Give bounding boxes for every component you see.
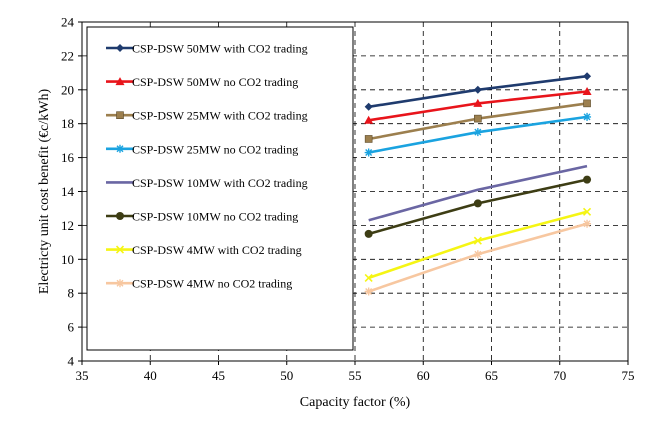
star-marker-stroke [473,128,482,137]
legend-label: CSP-DSW 4MW no CO2 trading [132,277,292,291]
legend-label: CSP-DSW 10MW no CO2 trading [132,210,298,224]
data-point [473,236,482,245]
legend-entry: CSP-DSW 4MW no CO2 trading [106,277,292,291]
series-layer [364,72,592,296]
y-tick-label: 20 [61,82,74,97]
data-point [473,85,482,94]
legend-swatch-marker [116,44,124,52]
series-3 [364,99,591,143]
y-tick-label: 4 [68,354,75,369]
axes: 35 40 45 50 55 60 65 70 75 4 6 8 10 12 14 16 18 20 22 24 [61,15,635,384]
data-point [473,128,482,137]
legend-label: CSP-DSW 10MW with CO2 trading [132,176,308,190]
legend-label: CSP-DSW 25MW no CO2 trading [132,142,298,156]
legend: CSP-DSW 50MW with CO2 trading CSP-DSW 50M… [86,26,354,351]
star-marker-stroke [473,250,482,259]
y-tick-label: 6 [68,320,75,335]
series-1 [364,72,592,111]
series-4 [364,112,592,157]
series-line [368,164,588,222]
legend-swatch-marker [116,111,124,119]
data-point [582,86,592,95]
legend-label: CSP-DSW 25MW with CO2 trading [132,109,308,123]
legend-entry: CSP-DSW 50MW no CO2 trading [106,75,298,89]
data-point [364,229,373,238]
x-tick-label: 35 [76,368,89,383]
y-tick-label: 18 [61,116,74,131]
series-6 [364,175,592,238]
legend-entry: CSP-DSW 25MW with CO2 trading [106,109,308,123]
legend-swatch-marker [116,212,124,220]
data-point [364,273,373,283]
legend-swatch-marker [115,245,125,254]
y-tick-label: 16 [61,150,75,165]
legend-swatch-marker [115,77,125,86]
series-5 [368,164,588,222]
y-tick-label: 8 [68,286,75,301]
legend-swatch-marker [116,279,124,288]
legend-entry: CSP-DSW 10MW no CO2 trading [106,210,298,224]
series-8 [364,219,592,296]
data-point [583,72,592,81]
x-tick-label: 55 [349,368,362,383]
legend-label: CSP-DSW 4MW with CO2 trading [132,243,302,257]
data-point [583,99,591,108]
data-point [364,148,373,157]
data-point [583,112,592,121]
star-marker-stroke [116,279,124,288]
legend-label: CSP-DSW 50MW with CO2 trading [132,42,308,56]
data-point [582,207,592,216]
star-marker-stroke [583,112,592,121]
x-tick-label: 40 [144,368,157,383]
legend-entry: CSP-DSW 10MW with CO2 trading [106,176,308,190]
x-axis-label: Capacity factor (%) [300,395,411,410]
x-tick-label: 75 [622,368,635,383]
y-tick-label: 22 [61,48,74,63]
x-tick-label: 45 [212,368,225,383]
x-tick-label: 60 [417,368,430,383]
star-marker-stroke [364,148,373,157]
data-point [364,115,374,124]
series-2 [364,86,592,124]
x-tick-label: 65 [485,368,498,383]
star-marker-stroke [116,144,124,153]
legend-swatch-marker [116,144,124,153]
series-line [368,210,588,280]
data-point [474,114,482,123]
data-point [364,135,373,143]
legend-entry: CSP-DSW 4MW with CO2 trading [106,243,302,257]
data-point [364,102,373,111]
y-tick-label: 14 [61,184,75,199]
data-point [473,250,482,259]
star-marker-stroke [364,287,373,296]
y-tick-label: 10 [61,252,74,267]
y-axis-label: Electricty unit cost benefit (€c/kWh) [37,89,52,295]
x-tick-label: 70 [553,368,566,383]
y-tick-label: 12 [61,218,74,233]
legend-entry: CSP-DSW 25MW no CO2 trading [106,142,298,156]
legend-label: CSP-DSW 50MW no CO2 trading [132,75,298,89]
data-point [583,219,592,228]
data-point [473,199,482,208]
series-7 [364,207,592,283]
data-point [473,98,483,107]
x-tick-label: 50 [280,368,293,383]
data-point [364,287,373,296]
y-tick-label: 24 [61,15,75,30]
data-point [583,175,592,184]
legend-entry: CSP-DSW 50MW with CO2 trading [106,42,308,56]
star-marker-stroke [583,219,592,228]
